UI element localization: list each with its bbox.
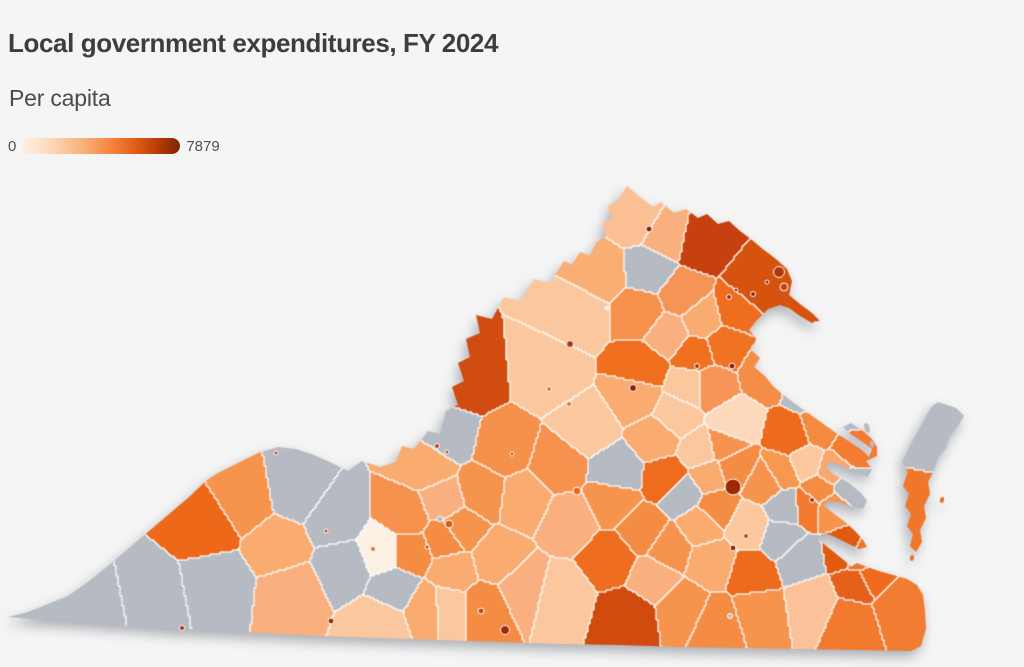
legend-min-label: 0 bbox=[8, 137, 17, 155]
color-legend: 0 7879 bbox=[8, 137, 220, 155]
legend-gradient-bar bbox=[22, 138, 181, 154]
chart-subtitle: Per capita bbox=[9, 85, 111, 111]
legend-max-label: 7879 bbox=[186, 137, 220, 155]
chart-title: Local government expenditures, FY 2024 bbox=[8, 28, 499, 58]
